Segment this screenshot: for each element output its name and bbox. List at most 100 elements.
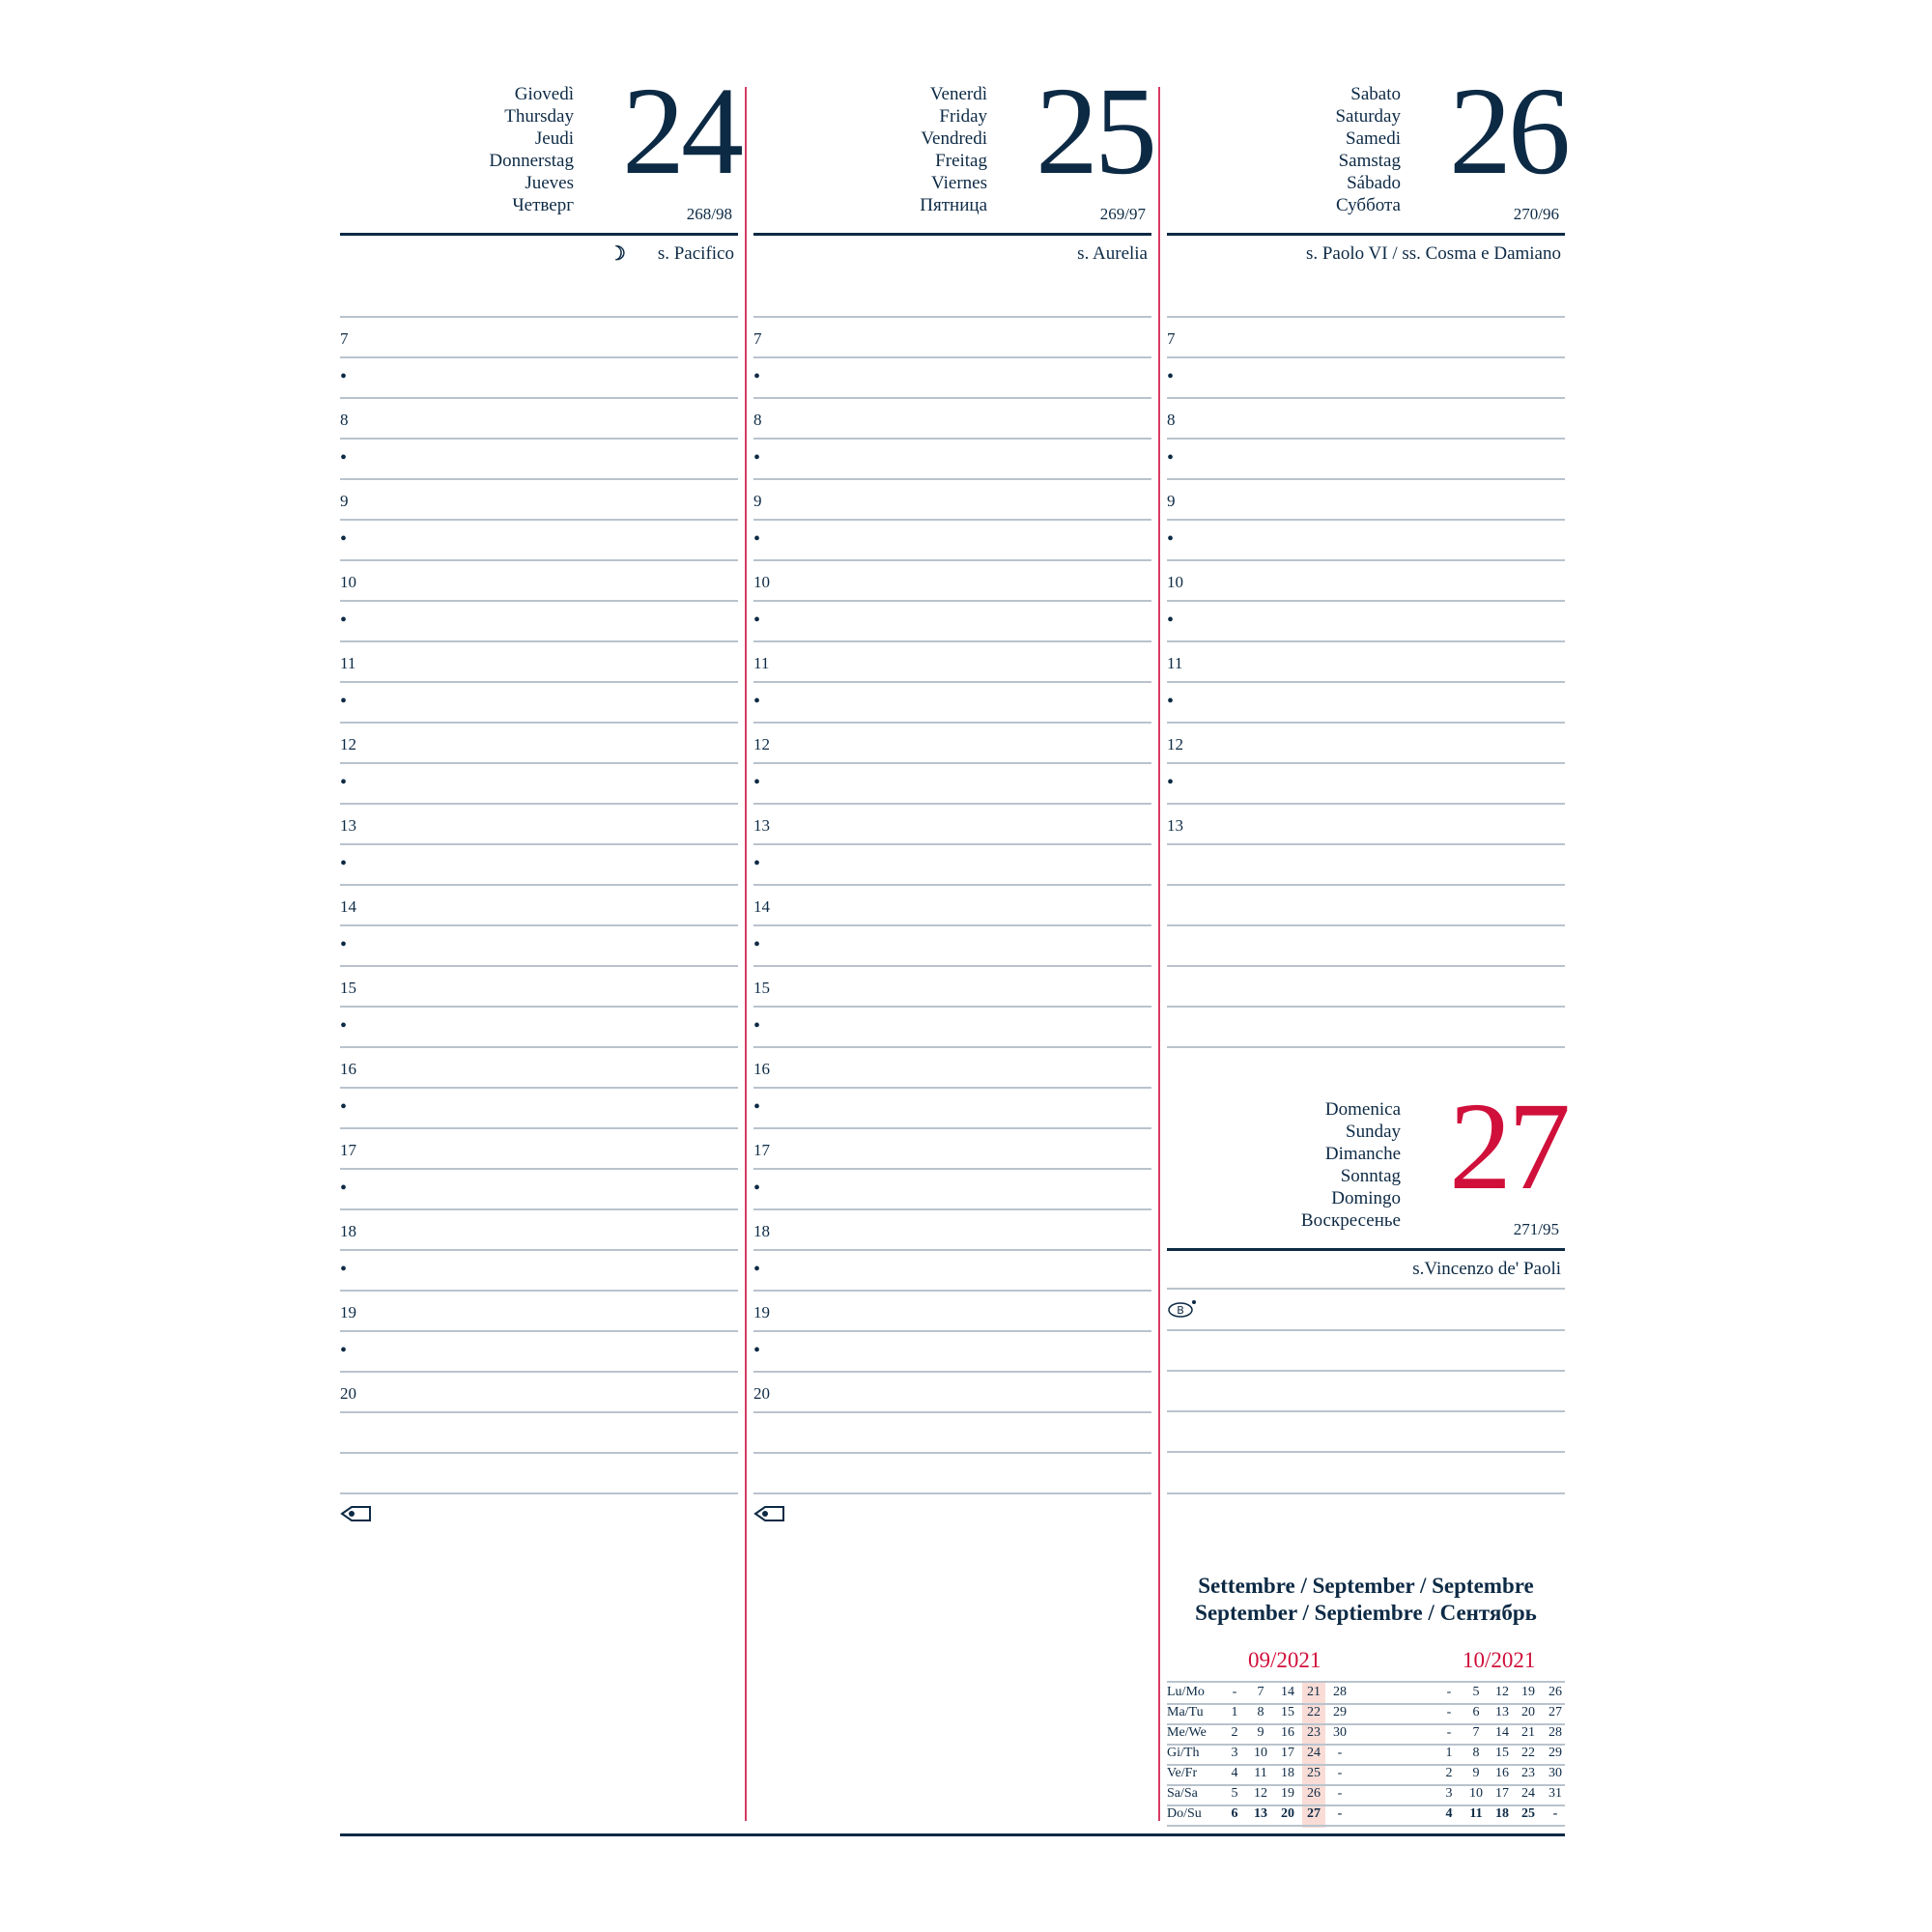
ruled-line[interactable] (1167, 803, 1565, 805)
ruled-line[interactable] (753, 1208, 1151, 1210)
ruled-line[interactable] (753, 356, 1151, 358)
ruled-line[interactable] (1167, 1451, 1565, 1453)
ruled-line[interactable] (753, 1330, 1151, 1332)
ruled-line[interactable] (753, 722, 1151, 724)
ruled-line[interactable] (753, 1046, 1151, 1048)
ruled-line[interactable] (340, 1208, 738, 1210)
ruled-line[interactable] (340, 965, 738, 967)
ruled-line[interactable] (340, 1330, 738, 1332)
hour-label: 17 (340, 1141, 356, 1159)
ruled-line[interactable] (340, 1087, 738, 1089)
ruled-line[interactable] (1167, 1492, 1565, 1494)
ruled-line[interactable] (340, 722, 738, 724)
ruled-line[interactable] (753, 762, 1151, 764)
ruled-line[interactable] (1167, 356, 1565, 358)
ruled-line[interactable] (1167, 438, 1565, 440)
ruled-line[interactable] (340, 438, 738, 440)
ruled-line[interactable] (753, 1006, 1151, 1008)
ruled-line[interactable] (1167, 600, 1565, 602)
ruled-line[interactable] (340, 316, 738, 318)
ruled-line[interactable] (753, 1087, 1151, 1089)
ruled-line[interactable] (340, 1371, 738, 1373)
ruled-line[interactable] (340, 519, 738, 521)
ruled-line[interactable] (340, 1290, 738, 1292)
ruled-line[interactable] (1167, 1410, 1565, 1412)
ruled-line[interactable] (340, 1006, 738, 1008)
ruled-line[interactable] (340, 478, 738, 480)
ruled-line[interactable] (753, 316, 1151, 318)
ruled-line[interactable] (753, 1249, 1151, 1251)
weekday-label: Sa/Sa (1167, 1786, 1198, 1801)
half-hour-dot: • (340, 934, 348, 955)
ruled-line[interactable] (340, 356, 738, 358)
ruled-line[interactable] (340, 1127, 738, 1129)
ruled-line[interactable] (753, 640, 1151, 642)
ruled-line[interactable] (340, 600, 738, 602)
ruled-line[interactable] (1167, 1288, 1565, 1290)
ruled-line[interactable] (753, 1452, 1151, 1454)
ruled-line[interactable] (340, 1046, 738, 1048)
ruled-line[interactable] (340, 924, 738, 926)
svg-text:B: B (1177, 1304, 1184, 1317)
ruled-line[interactable] (1167, 924, 1565, 926)
ruled-line[interactable] (1167, 316, 1565, 318)
ruled-line[interactable] (1167, 640, 1565, 642)
ruled-line[interactable] (1167, 397, 1565, 399)
ruled-line[interactable] (753, 1411, 1151, 1413)
ruled-line[interactable] (1167, 559, 1565, 561)
weekday-label: Gi/Th (1167, 1746, 1200, 1760)
hour-label: 9 (340, 492, 349, 510)
calendar-day: 13 (1495, 1705, 1509, 1719)
ruled-line[interactable] (753, 965, 1151, 967)
ruled-line[interactable] (1167, 1046, 1565, 1048)
ruled-line[interactable] (340, 843, 738, 845)
ruled-line[interactable] (753, 438, 1151, 440)
ruled-line[interactable] (1167, 1329, 1565, 1331)
ruled-line[interactable] (753, 803, 1151, 805)
ruled-line[interactable] (753, 1127, 1151, 1129)
ruled-line[interactable] (340, 1492, 738, 1494)
ruled-line[interactable] (340, 1411, 738, 1413)
ruled-line[interactable] (340, 681, 738, 683)
hour-label: 16 (340, 1060, 356, 1078)
day-name: Viernes (931, 173, 987, 193)
ruled-line[interactable] (340, 884, 738, 886)
ruled-line[interactable] (753, 397, 1151, 399)
ruled-line[interactable] (340, 397, 738, 399)
ruled-line[interactable] (1167, 884, 1565, 886)
ruled-line[interactable] (340, 1249, 738, 1251)
ruled-line[interactable] (753, 1492, 1151, 1494)
ruled-line[interactable] (753, 1290, 1151, 1292)
ruled-line[interactable] (753, 559, 1151, 561)
ruled-line[interactable] (1167, 843, 1565, 845)
ruled-line[interactable] (753, 519, 1151, 521)
ruled-line[interactable] (1167, 478, 1565, 480)
month-title-line: Settembre / September / Septembre (1198, 1574, 1534, 1598)
ruled-line[interactable] (1167, 519, 1565, 521)
calendar-day: 13 (1254, 1806, 1267, 1821)
ruled-line[interactable] (753, 884, 1151, 886)
ruled-line[interactable] (753, 924, 1151, 926)
day-number: 27 (1449, 1077, 1571, 1216)
hour-label: 8 (340, 411, 349, 429)
ruled-line[interactable] (753, 681, 1151, 683)
ruled-line[interactable] (1167, 762, 1565, 764)
ruled-line[interactable] (753, 478, 1151, 480)
ruled-line[interactable] (340, 1168, 738, 1170)
ruled-line[interactable] (753, 600, 1151, 602)
ruled-line[interactable] (1167, 1370, 1565, 1372)
ruled-line[interactable] (1167, 1006, 1565, 1008)
ruled-line[interactable] (340, 640, 738, 642)
ruled-line[interactable] (340, 762, 738, 764)
ruled-line[interactable] (753, 1168, 1151, 1170)
ruled-line[interactable] (340, 1452, 738, 1454)
ruled-line[interactable] (1167, 681, 1565, 683)
ruled-line[interactable] (340, 803, 738, 805)
ruled-line[interactable] (1167, 722, 1565, 724)
ruled-line[interactable] (340, 559, 738, 561)
ruled-line[interactable] (753, 843, 1151, 845)
ruled-line[interactable] (753, 1371, 1151, 1373)
weekday-label: Lu/Mo (1167, 1685, 1205, 1699)
ruled-line[interactable] (1167, 965, 1565, 967)
calendar-day: 28 (1548, 1725, 1562, 1740)
